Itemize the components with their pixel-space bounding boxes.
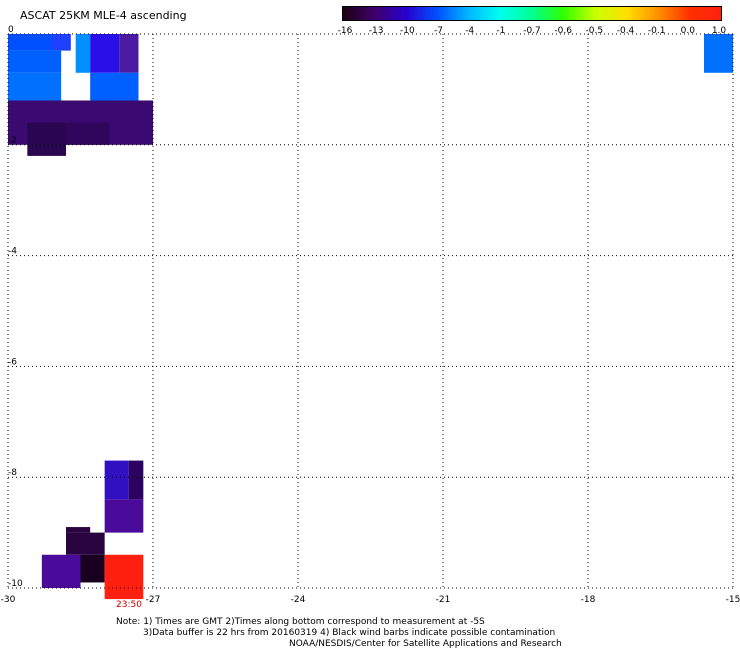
data-cell: [90, 34, 120, 73]
x-tick-label: -15: [726, 595, 740, 605]
colorbar-tick-label: -4: [465, 26, 475, 36]
x-tick-label: -24: [291, 595, 306, 605]
colorbar-tick-label: -0.7: [523, 26, 541, 36]
data-cell: [66, 122, 110, 145]
data-cell: [8, 72, 62, 101]
data-cell: [27, 122, 66, 156]
colorbar: [342, 6, 722, 21]
gridlines: [7, 33, 734, 589]
data-cell: [51, 34, 71, 51]
data-cell: [104, 460, 129, 500]
y-tick-label: -8: [8, 468, 17, 478]
colorbar-tick-label: 1.0: [711, 26, 727, 36]
time-label: 23:50: [116, 600, 142, 610]
data-cell: [128, 460, 144, 500]
y-tick-label: -10: [8, 579, 23, 589]
note-line-3: NOAA/NESDIS/Center for Satellite Applica…: [289, 639, 562, 649]
note-line-1: Note: 1) Times are GMT 2)Times along bot…: [116, 617, 485, 627]
map-title: ASCAT 25KM MLE-4 ascending: [20, 9, 187, 22]
x-tick-label: -21: [436, 595, 451, 605]
data-cell: [80, 554, 105, 583]
x-tick-label: -18: [581, 595, 596, 605]
colorbar-tick-label: 0.0: [680, 26, 695, 36]
colorbar-tick-label: -0.4: [616, 26, 635, 36]
data-cell: [41, 554, 81, 588]
colorbar-tick-label: -13: [368, 26, 384, 36]
y-tick-label: -6: [8, 357, 17, 367]
data-cell: [66, 532, 105, 555]
data-cell: [90, 72, 139, 101]
data-cell: [119, 34, 139, 73]
axis-ticks: -30 -27 -24 -21 -18 -15 0 -2 -4 -6 -8 -10: [1, 25, 740, 605]
colorbar-tick-label: -10: [399, 26, 415, 36]
data-cell: [66, 527, 91, 533]
data-cell: [8, 34, 52, 51]
data-cells: [8, 34, 733, 600]
y-tick-label: 0: [8, 25, 14, 35]
colorbar-tick-label: -1: [496, 26, 506, 36]
x-tick-label: -27: [146, 595, 161, 605]
data-cell: [8, 50, 62, 73]
data-cell: [104, 554, 144, 600]
data-cell: [704, 34, 733, 73]
y-tick-label: -4: [8, 247, 17, 257]
data-cell: [75, 34, 91, 73]
colorbar-tick-label: -0.1: [647, 26, 666, 36]
colorbar-tick-label: -16: [337, 26, 353, 36]
colorbar-tick-label: -7: [434, 26, 443, 36]
data-cell: [104, 499, 144, 533]
note-line-2: 3)Data buffer is 22 hrs from 20160319 4)…: [143, 628, 556, 638]
y-tick-label: -2: [8, 136, 17, 146]
colorbar-tick-label: -0.5: [585, 26, 604, 36]
colorbar-tick-label: -0.6: [554, 26, 572, 36]
x-tick-label: -30: [1, 595, 16, 605]
